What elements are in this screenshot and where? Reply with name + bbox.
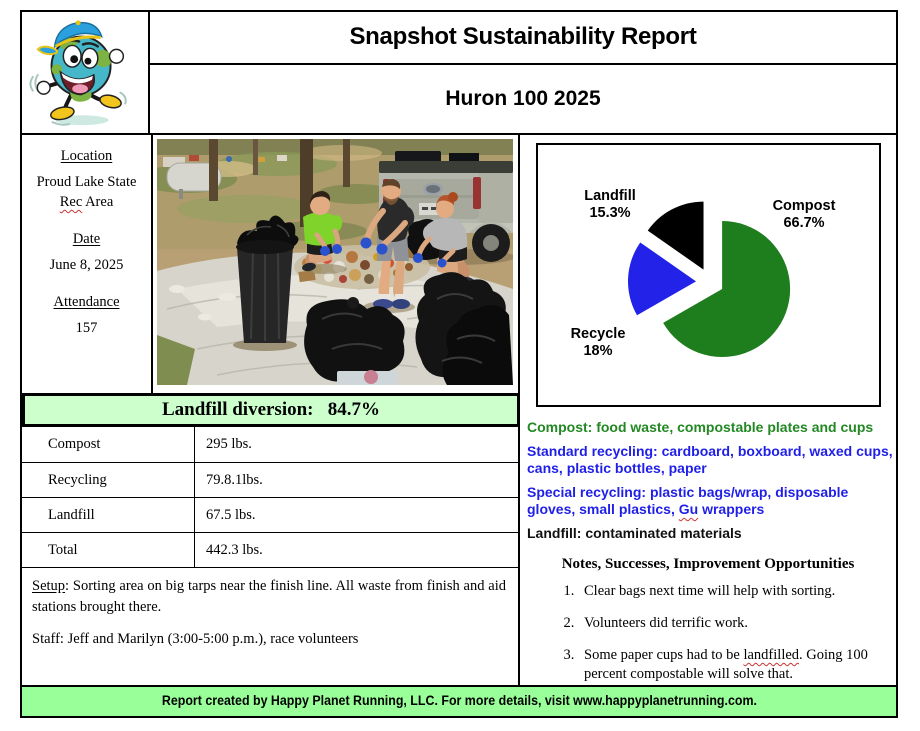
- special-recycling-pre: Special recycling: plastic bags/wrap, di…: [527, 484, 849, 517]
- photo-cell: [153, 135, 520, 393]
- page-title: Snapshot Sustainability Report: [150, 12, 896, 65]
- landfill-category-line: Landfill: contaminated materials: [527, 525, 742, 541]
- trash-can: [233, 215, 299, 351]
- attendance-label: Attendance: [53, 294, 120, 310]
- location-value: Proud Lake State Rec Area: [22, 172, 151, 212]
- footer-bar: Report created by Happy Planet Running, …: [22, 685, 896, 716]
- waste-pie-chart: Landfill 15.3% Compost 66.7% Recycle 18%: [536, 143, 881, 407]
- location-line1: Proud Lake State: [36, 174, 137, 190]
- standard-recycling-line: Standard recycling: cardboard, boxboard,…: [527, 443, 893, 476]
- note-item-3-pre: Some paper cups had to be: [584, 647, 744, 663]
- notes-list: Clear bags next time will help with sort…: [520, 582, 896, 684]
- waste-sorting-photo: [157, 139, 513, 385]
- date-label: Date: [72, 231, 101, 247]
- row-label: Recycling: [22, 463, 195, 497]
- staff-line: Staff: Jeff and Marilyn (3:00-5:00 p.m.)…: [32, 631, 359, 647]
- table-row-compost: Compost 295 lbs.: [22, 427, 518, 462]
- logo-cell: [22, 12, 150, 135]
- report-page: Snapshot Sustainability Report Huron 100…: [20, 10, 898, 718]
- pie-slice-recycle: [628, 242, 697, 316]
- row-value: 67.5 lbs.: [206, 507, 256, 523]
- pie-label-landfill-name: Landfill: [584, 188, 636, 204]
- location-label: Location: [60, 148, 113, 164]
- note-item-3-post: . Going 100 percent compostable will sol…: [584, 647, 868, 682]
- pie-slice-landfill: [647, 201, 704, 270]
- page-subtitle: Huron 100 2025: [150, 65, 896, 135]
- row-value: 295 lbs.: [206, 436, 252, 452]
- setup-line: Setup: Sorting area on big tarps near th…: [32, 576, 506, 618]
- location-block: Location Proud Lake State Rec Area: [22, 148, 151, 212]
- table-row-landfill: Landfill 67.5 lbs.: [22, 497, 518, 532]
- attendance-block: Attendance 157: [22, 294, 151, 338]
- note-item-3-landfilled-word: landfilled: [743, 647, 800, 663]
- pie-label-recycle: Recycle 18%: [552, 326, 644, 360]
- table-row-recycling: Recycling 79.8.1lbs.: [22, 462, 518, 497]
- special-recycling-line: Special recycling: plastic bags/wrap, di…: [527, 484, 893, 518]
- waste-weights-table: Compost 295 lbs. Recycling 79.8.1lbs. La…: [22, 427, 520, 567]
- location-rec-word: Rec: [59, 194, 83, 210]
- row-label: Total: [22, 533, 195, 567]
- event-info-panel: Location Proud Lake State Rec Area Date J…: [22, 135, 153, 393]
- footer-text: Report created by Happy Planet Running, …: [161, 693, 757, 708]
- compost-category-line: Compost: food waste, compostable plates …: [527, 419, 874, 435]
- note-item-1: Clear bags next time will help with sort…: [578, 582, 896, 601]
- background-clutter: [163, 157, 185, 167]
- special-recycling-post: wrappers: [698, 501, 765, 517]
- garbage-bags: [304, 272, 513, 385]
- pie-label-landfill-pct: 15.3%: [589, 205, 631, 221]
- note-item-2-text: Volunteers did terrific work.: [584, 615, 749, 631]
- note-item-1-text: Clear bags next time will help with sort…: [584, 583, 836, 599]
- diversion-banner: Landfill diversion: 84.7%: [22, 393, 520, 427]
- note-item-2: Volunteers did terrific work.: [578, 614, 896, 633]
- setup-notes: Setup: Sorting area on big tarps near th…: [22, 567, 520, 685]
- row-value: 442.3 lbs.: [206, 542, 263, 558]
- pie-label-recycle-pct: 18%: [583, 343, 613, 359]
- tree-trunk: [209, 139, 218, 201]
- row-value: 79.8.1lbs.: [206, 472, 263, 488]
- row-label: Compost: [22, 427, 195, 462]
- pie-label-compost-name: Compost: [772, 198, 836, 214]
- pie-label-recycle-name: Recycle: [570, 326, 626, 342]
- notes-heading: Notes, Successes, Improvement Opportunit…: [561, 556, 855, 572]
- pie-label-compost: Compost 66.7%: [756, 198, 852, 232]
- notes-section: Notes, Successes, Improvement Opportunit…: [520, 556, 896, 697]
- pie-slice-compost: [663, 221, 791, 358]
- volunteer-black-shirt: [360, 179, 415, 313]
- pie-label-landfill: Landfill 15.3%: [564, 188, 656, 222]
- pie-chart-canvas: [628, 201, 791, 358]
- setup-label: Setup: [32, 578, 66, 594]
- row-label: Landfill: [22, 498, 195, 532]
- date-value: June 8, 2025: [49, 257, 124, 273]
- attendance-value: 157: [75, 320, 98, 336]
- location-line2-rest: Area: [82, 194, 114, 210]
- category-legend: Compost: food waste, compostable plates …: [527, 419, 893, 549]
- date-block: Date June 8, 2025: [22, 231, 151, 275]
- table-row-total: Total 442.3 lbs.: [22, 532, 518, 567]
- setup-text: : Sorting area on big tarps near the fin…: [32, 578, 506, 615]
- note-item-3: Some paper cups had to be landfilled. Go…: [578, 646, 896, 684]
- right-column: Landfill 15.3% Compost 66.7% Recycle 18%…: [520, 135, 896, 685]
- running-earth-logo-icon: [29, 20, 127, 126]
- special-recycling-gu-word: Gu: [678, 501, 699, 517]
- volunteer-lime-shirt: [302, 191, 347, 274]
- pie-label-compost-pct: 66.7%: [783, 215, 825, 231]
